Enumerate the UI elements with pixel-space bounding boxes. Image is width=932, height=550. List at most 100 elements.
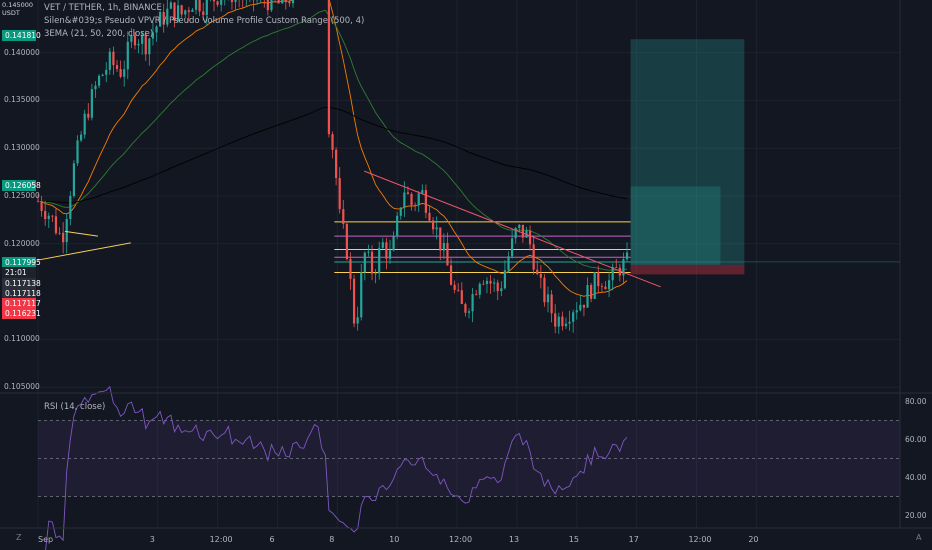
candle-body bbox=[51, 215, 54, 217]
candle-body bbox=[604, 286, 607, 290]
rsi-line bbox=[45, 385, 628, 550]
long-position-tool[interactable] bbox=[630, 39, 745, 275]
price-tick-label: 0.130000 bbox=[4, 143, 40, 153]
candle-body bbox=[202, 11, 205, 16]
rsi-tick-label: 20.00 bbox=[905, 510, 927, 520]
candle-body bbox=[331, 134, 334, 150]
candle-body bbox=[69, 195, 72, 220]
zoom-icon[interactable]: Z bbox=[16, 533, 22, 542]
auto-scale-icon[interactable]: A bbox=[916, 533, 922, 542]
ema-200-line bbox=[37, 106, 628, 204]
candle-body bbox=[431, 220, 435, 230]
candle-body bbox=[421, 190, 424, 194]
candle-body bbox=[414, 205, 417, 206]
candle-body bbox=[428, 212, 431, 221]
candle-body bbox=[615, 266, 618, 268]
candle-body bbox=[363, 252, 366, 273]
candle-body bbox=[133, 35, 137, 46]
price-badge: 0.117117 bbox=[2, 297, 41, 309]
candle-body bbox=[396, 215, 399, 237]
candle-body bbox=[216, 1, 219, 5]
candle-body bbox=[166, 8, 169, 25]
candle-body bbox=[72, 163, 76, 196]
candle-body bbox=[511, 238, 514, 257]
candle-body bbox=[94, 85, 97, 90]
candle-body bbox=[607, 280, 611, 290]
candle-body bbox=[65, 219, 68, 243]
price-tick-label: 0.135000 bbox=[4, 95, 40, 105]
candle-body bbox=[417, 193, 420, 206]
candle-body bbox=[180, 5, 183, 15]
rsi-legend[interactable]: RSI (14, close) bbox=[44, 402, 106, 412]
candle-body bbox=[564, 323, 568, 327]
candle-body bbox=[44, 210, 47, 220]
price-badge: 0.117995 bbox=[2, 257, 41, 269]
candle-body bbox=[234, 0, 237, 3]
corner-price-label: 0.145000 USDT bbox=[2, 1, 33, 17]
rsi-tick-label: 60.00 bbox=[905, 434, 927, 444]
corner-currency: USDT bbox=[2, 9, 20, 17]
ema-lines bbox=[37, 0, 628, 297]
candle-body bbox=[546, 294, 550, 303]
candle-body bbox=[388, 250, 392, 259]
candle-body bbox=[212, 0, 216, 2]
trendlines bbox=[37, 170, 661, 288]
candle-body bbox=[582, 304, 586, 308]
price-badge: 0.126058 bbox=[2, 180, 41, 192]
candle-body bbox=[374, 273, 377, 275]
time-tick-label: 20 bbox=[748, 535, 759, 544]
candle-body bbox=[137, 43, 140, 46]
candle-body bbox=[184, 10, 187, 15]
candle-body bbox=[557, 316, 560, 327]
candle-body bbox=[162, 11, 165, 25]
candle-body bbox=[36, 200, 40, 202]
time-tick-label: 6 bbox=[269, 535, 275, 544]
candle-body bbox=[568, 321, 571, 324]
candle-body bbox=[338, 178, 341, 210]
candle-body bbox=[482, 283, 485, 285]
candle-body bbox=[611, 266, 614, 281]
vpvr-legend[interactable]: Silen&#039;s Pseudo VPVR / Pseudo Volume… bbox=[44, 16, 365, 26]
ema-legend[interactable]: 3EMA (21, 50, 200, close) bbox=[44, 29, 154, 39]
candle-body bbox=[528, 230, 532, 245]
price-tick-label: 0.120000 bbox=[4, 238, 40, 248]
candle-body bbox=[579, 304, 582, 311]
price-badge: 21:01 bbox=[2, 267, 36, 279]
candle-body bbox=[507, 256, 510, 271]
yellow-trendline bbox=[64, 230, 98, 237]
candle-body bbox=[500, 288, 503, 292]
candle-body bbox=[155, 26, 158, 33]
rsi-pane bbox=[38, 385, 900, 550]
candle-body bbox=[518, 224, 521, 229]
candle-body bbox=[403, 192, 406, 208]
price-tick-label: 0.125000 bbox=[4, 191, 40, 200]
candle-body bbox=[169, 2, 172, 9]
ema-21-line bbox=[37, 0, 628, 297]
candle-body bbox=[291, 0, 295, 4]
candle-body bbox=[378, 247, 381, 274]
price-badge: 0.117118 bbox=[2, 287, 41, 299]
candle-body bbox=[87, 113, 90, 118]
candle-body bbox=[281, 0, 284, 4]
candle-body bbox=[410, 194, 413, 206]
position-fill-zone bbox=[630, 186, 721, 265]
candle-body bbox=[187, 10, 190, 12]
candle-body bbox=[83, 113, 86, 135]
symbol-legend[interactable]: VET / TETHER, 1h, BINANCE bbox=[44, 3, 162, 13]
candle-body bbox=[561, 316, 564, 327]
descending-trendline bbox=[364, 170, 661, 288]
rsi-band bbox=[38, 420, 900, 497]
candle-body bbox=[76, 140, 79, 164]
candle-body bbox=[335, 149, 338, 179]
candle-body bbox=[62, 232, 65, 243]
candle-body bbox=[478, 283, 481, 295]
time-tick-label: 12:00 bbox=[449, 535, 473, 544]
candle-body bbox=[284, 0, 287, 2]
candle-body bbox=[471, 294, 474, 312]
candle-body bbox=[457, 289, 460, 291]
candle-body bbox=[101, 74, 104, 76]
candle-body bbox=[360, 272, 363, 318]
candle-body bbox=[342, 209, 345, 225]
candle-body bbox=[220, 0, 223, 5]
